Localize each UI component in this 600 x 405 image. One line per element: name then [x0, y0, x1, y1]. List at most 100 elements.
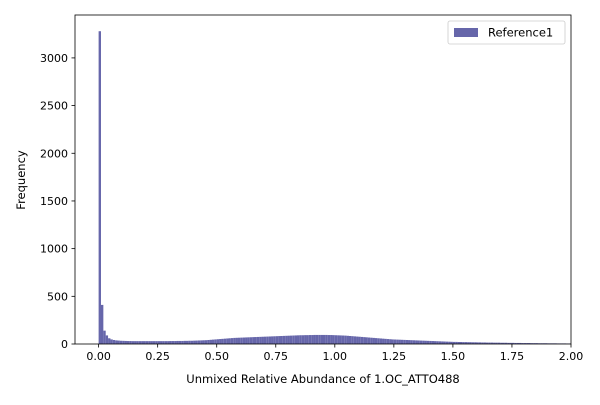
- histogram-bar: [290, 336, 292, 344]
- histogram-bar: [247, 337, 249, 344]
- histogram-bar: [403, 340, 405, 344]
- histogram-bar: [243, 338, 245, 344]
- histogram-bar: [224, 339, 226, 344]
- histogram-bar: [427, 341, 429, 344]
- x-axis-label: Unmixed Relative Abundance of 1.OC_ATTO4…: [186, 372, 459, 386]
- histogram-bar: [408, 340, 410, 344]
- histogram-bar: [425, 341, 427, 344]
- histogram-bar: [203, 340, 205, 344]
- histogram-bar: [177, 341, 179, 344]
- y-tick-label: 500: [47, 290, 68, 303]
- x-tick-label: 2.00: [559, 350, 584, 363]
- histogram-bar: [110, 339, 112, 344]
- histogram-bar: [351, 336, 353, 344]
- histogram-bar: [191, 341, 193, 344]
- histogram-bar: [304, 335, 306, 344]
- histogram-bar: [288, 336, 290, 344]
- histogram-bar: [439, 341, 441, 344]
- histogram-bar: [370, 338, 372, 344]
- histogram-bar: [396, 340, 398, 344]
- histogram-bar: [186, 341, 188, 344]
- histogram-bar: [155, 341, 157, 344]
- x-tick-label: 1.00: [323, 350, 348, 363]
- y-tick-label: 1000: [40, 243, 68, 256]
- x-tick-label: 0.75: [264, 350, 289, 363]
- y-tick-label: 0: [61, 338, 68, 351]
- histogram-bar: [311, 335, 313, 344]
- x-tick-label: 1.25: [382, 350, 407, 363]
- legend-swatch: [454, 28, 478, 37]
- histogram-bar: [259, 337, 261, 344]
- histogram-bar: [184, 341, 186, 344]
- histogram-bar: [167, 341, 169, 344]
- histogram-bar: [273, 336, 275, 344]
- histogram-bar: [165, 341, 167, 344]
- histogram-bar: [257, 337, 259, 344]
- histogram-bar: [158, 341, 160, 344]
- histogram-bar: [229, 338, 231, 344]
- histogram-bar: [323, 335, 325, 344]
- histogram-bar: [335, 335, 337, 344]
- histogram-bar: [101, 305, 103, 344]
- histogram-bar: [103, 331, 105, 344]
- histogram-bar: [434, 341, 436, 344]
- y-tick-label: 2500: [40, 100, 68, 113]
- histogram-bar: [392, 339, 394, 344]
- histogram-bar: [278, 336, 280, 344]
- histogram-bar: [144, 341, 146, 344]
- histogram-bar: [342, 336, 344, 344]
- histogram-bar: [297, 335, 299, 344]
- histogram-bar: [354, 336, 356, 344]
- legend-label: Reference1: [488, 26, 553, 40]
- histogram-bar: [139, 341, 141, 344]
- histogram-bar: [366, 337, 368, 344]
- y-tick-label: 3000: [40, 52, 68, 65]
- histogram-bar: [347, 336, 349, 344]
- histogram-bar: [332, 335, 334, 344]
- histogram-bar: [340, 335, 342, 344]
- histogram-bar: [368, 338, 370, 344]
- y-tick-label: 1500: [40, 195, 68, 208]
- histogram-bar: [375, 338, 377, 344]
- histogram-bar: [389, 339, 391, 344]
- histogram-bar: [212, 340, 214, 344]
- histogram-bar: [429, 341, 431, 344]
- histogram-bar: [283, 336, 285, 344]
- histogram-bar: [195, 341, 197, 344]
- histogram-bar: [269, 336, 271, 344]
- histogram-bar: [120, 341, 122, 344]
- histogram-bar: [153, 341, 155, 344]
- histogram-bar: [344, 336, 346, 344]
- histogram-bar: [413, 340, 415, 344]
- histogram-bar: [193, 341, 195, 344]
- histogram-bar: [113, 340, 115, 344]
- histogram-bar: [280, 336, 282, 344]
- histogram-bar: [160, 341, 162, 344]
- histogram-bar: [316, 335, 318, 344]
- histogram-bar: [236, 338, 238, 344]
- histogram-bar: [417, 340, 419, 344]
- histogram-bar: [309, 335, 311, 344]
- histogram-bar: [148, 341, 150, 344]
- histogram-bar: [132, 341, 134, 344]
- histogram-bar: [219, 339, 221, 344]
- histogram-bar: [276, 336, 278, 344]
- histogram-bar: [188, 341, 190, 344]
- x-tick-label: 1.50: [441, 350, 466, 363]
- histogram-bar: [250, 337, 252, 344]
- histogram-bar: [318, 335, 320, 344]
- histogram-bar: [295, 335, 297, 344]
- histogram-bar: [200, 340, 202, 344]
- histogram-bar: [328, 335, 330, 344]
- histogram-bar: [162, 341, 164, 344]
- histogram-bar: [151, 341, 153, 344]
- histogram-bar: [226, 338, 228, 344]
- histogram-bar: [422, 341, 424, 344]
- histogram-bar: [129, 341, 131, 344]
- histogram-bar: [285, 336, 287, 344]
- histogram-bar: [401, 340, 403, 344]
- histogram-bar: [108, 338, 110, 344]
- histogram-bar: [136, 341, 138, 344]
